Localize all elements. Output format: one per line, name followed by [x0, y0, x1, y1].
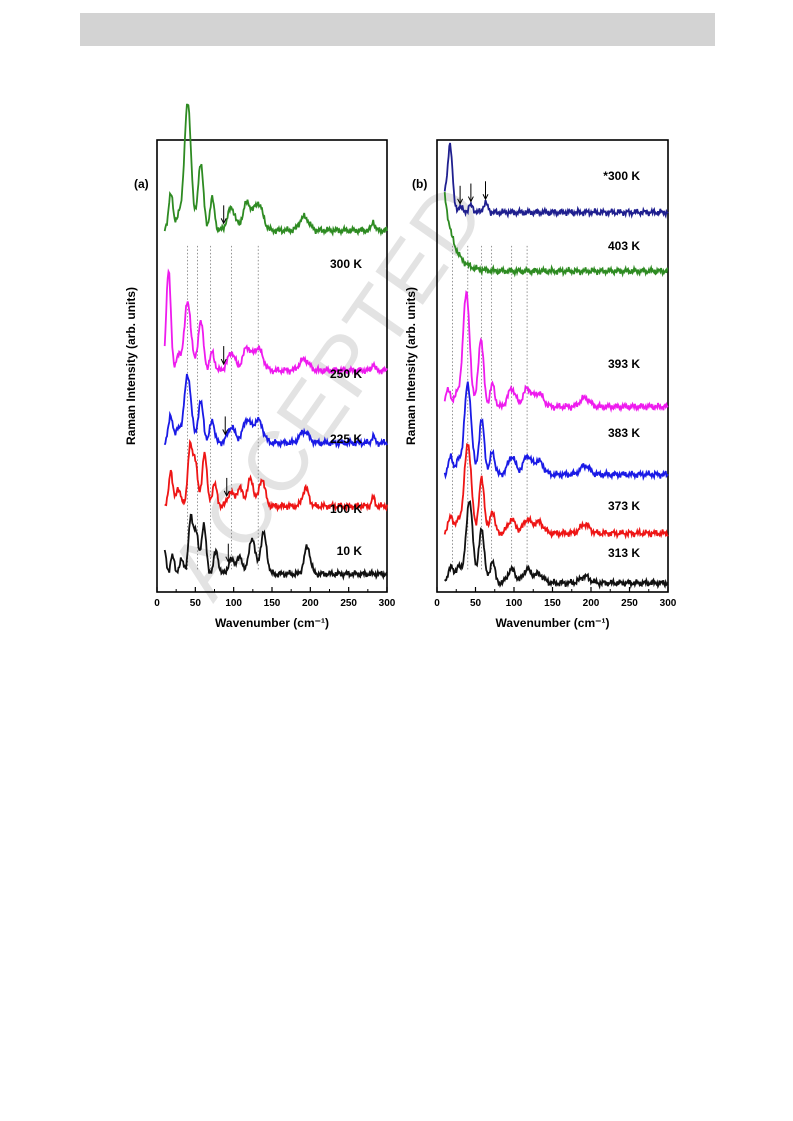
x-tick-label: 150 — [264, 598, 281, 609]
series-line — [163, 268, 388, 377]
series-line — [163, 103, 388, 237]
series-label: 300 K — [330, 257, 362, 271]
series-label: 393 K — [608, 357, 640, 371]
arrow-head — [467, 196, 474, 203]
x-tick-label: 0 — [434, 598, 440, 609]
plot-frame — [156, 139, 388, 593]
arrow-head — [482, 194, 489, 201]
panel-label: (b) — [412, 177, 427, 191]
series-line — [443, 290, 669, 413]
series-label: 225 K — [330, 432, 362, 446]
arrow-head — [225, 556, 232, 563]
series-line — [163, 373, 388, 450]
series-line — [443, 500, 669, 590]
x-axis-label: Wavenumber (cm⁻¹) — [215, 616, 329, 630]
x-tick-label: 250 — [340, 598, 357, 609]
x-tick-label: 150 — [544, 598, 561, 609]
chart-panel-b: *300 K 403 K 393 K 383 K 373 K 313 K 0 50 100 150… — [404, 139, 677, 630]
series-label: 250 K — [330, 367, 362, 381]
arrow-head — [222, 429, 229, 436]
x-tick-label: 200 — [302, 598, 319, 609]
series-label: 403 K — [608, 239, 640, 253]
chart-panel-a: 300 K 250 K 225 K 100 K 10 K 0 50 100 150 200 250 3… — [124, 103, 396, 630]
series-line — [443, 142, 669, 219]
series-label: 10 K — [337, 544, 363, 558]
arrow-head — [457, 198, 464, 205]
x-tick-label: 50 — [190, 598, 202, 609]
series-line — [163, 513, 388, 581]
series-line — [443, 381, 669, 481]
panel-label: (a) — [134, 177, 149, 191]
series-line — [164, 438, 388, 513]
x-tick-label: 250 — [621, 598, 638, 609]
x-axis-label: Wavenumber (cm⁻¹) — [496, 616, 610, 630]
arrow-head — [220, 218, 227, 225]
series-line — [443, 192, 669, 278]
y-axis-label: Raman Intensity (arb. units) — [404, 287, 418, 445]
x-tick-label: 100 — [506, 598, 523, 609]
series-label: *300 K — [603, 169, 640, 183]
y-axis-label: Raman Intensity (arb. units) — [124, 287, 138, 445]
arrow-head — [223, 490, 230, 498]
x-tick-label: 300 — [660, 598, 677, 609]
arrow-head — [220, 358, 227, 366]
series-label: 373 K — [608, 499, 640, 513]
series-label: 383 K — [608, 426, 640, 440]
x-tick-label: 200 — [583, 598, 600, 609]
header-bar — [80, 13, 715, 46]
x-tick-label: 300 — [379, 598, 396, 609]
series-label: 313 K — [608, 546, 640, 560]
x-tick-label: 0 — [154, 598, 160, 609]
series-label: 100 K — [330, 502, 362, 516]
x-tick-label: 50 — [470, 598, 482, 609]
series-line — [443, 442, 669, 540]
x-tick-label: 100 — [225, 598, 242, 609]
